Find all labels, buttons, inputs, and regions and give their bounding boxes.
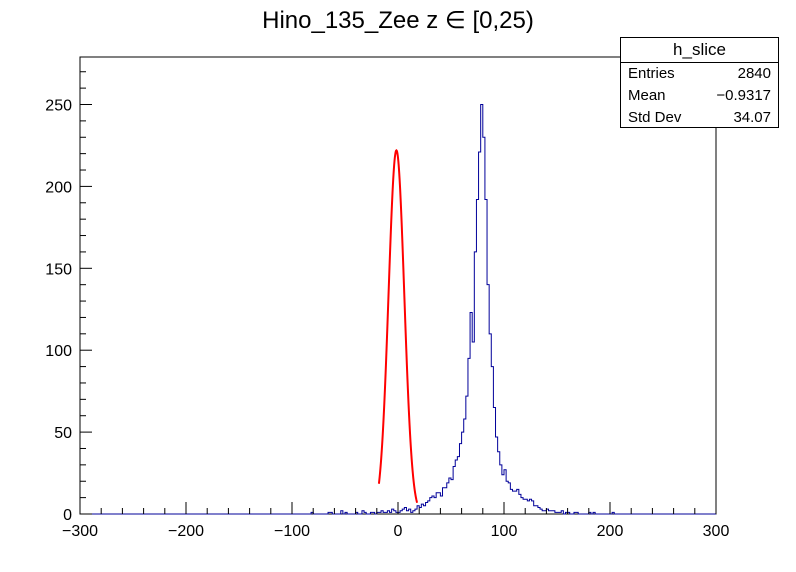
x-tick-label: 0 [394, 523, 403, 540]
histogram-outline [80, 104, 716, 515]
histogram-bin [455, 460, 457, 514]
histogram-bin [481, 105, 483, 514]
x-tick-label: 100 [491, 523, 518, 540]
stats-stddev-label: Std Dev [628, 109, 682, 126]
y-tick-label: 250 [45, 98, 72, 115]
histogram-bin [462, 432, 464, 514]
histogram-bin [464, 419, 466, 514]
x-axis: −300 −200 −100 0 100 200 300 [62, 502, 729, 540]
x-tick-label: −200 [168, 523, 204, 540]
histogram-bin [457, 457, 459, 514]
histogram-bin [506, 481, 508, 514]
histogram-bin [510, 489, 512, 514]
stats-row-mean: Mean −0.9317 [621, 85, 778, 107]
histogram-bin [451, 480, 453, 514]
x-tick-label: −100 [274, 523, 310, 540]
histogram-bin [434, 498, 436, 514]
stats-row-stddev: Std Dev 34.07 [621, 107, 778, 129]
stats-stddev-value: 34.07 [733, 109, 771, 126]
histogram-bin [445, 488, 447, 514]
histogram-bin [515, 491, 517, 514]
histogram-bin [527, 501, 529, 514]
y-tick-label: 100 [45, 343, 72, 360]
histogram-bin [529, 499, 531, 514]
y-tick-label: 200 [45, 179, 72, 196]
histogram-bin [479, 152, 481, 514]
x-tick-label: 200 [597, 523, 624, 540]
gaussian-fit-curve [377, 149, 419, 503]
stats-entries-value: 2840 [737, 65, 771, 82]
stats-row-entries: Entries 2840 [621, 63, 778, 85]
histogram-bin [472, 342, 474, 514]
stats-mean-value: −0.9317 [716, 87, 771, 104]
x-tick-label: −300 [62, 523, 98, 540]
stats-mean-label: Mean [628, 87, 666, 104]
stats-box-title: h_slice [621, 38, 778, 63]
histogram-bin [432, 496, 434, 514]
y-tick-label: 150 [45, 261, 72, 278]
stats-entries-label: Entries [628, 65, 675, 82]
y-tick-label: 0 [63, 507, 72, 524]
chart-title: Hino_135_Zee z ∈ [0,25) [262, 7, 534, 34]
y-tick-label: 50 [54, 425, 72, 442]
histogram-bin [521, 498, 523, 514]
histogram-bin [423, 506, 425, 514]
y-axis: 0 50 100 150 200 250 [45, 71, 92, 524]
histogram-bin [512, 491, 514, 514]
x-tick-label: 300 [703, 523, 730, 540]
histogram-bin [534, 506, 536, 514]
stats-box: h_slice Entries 2840 Mean −0.9317 Std De… [620, 37, 779, 128]
